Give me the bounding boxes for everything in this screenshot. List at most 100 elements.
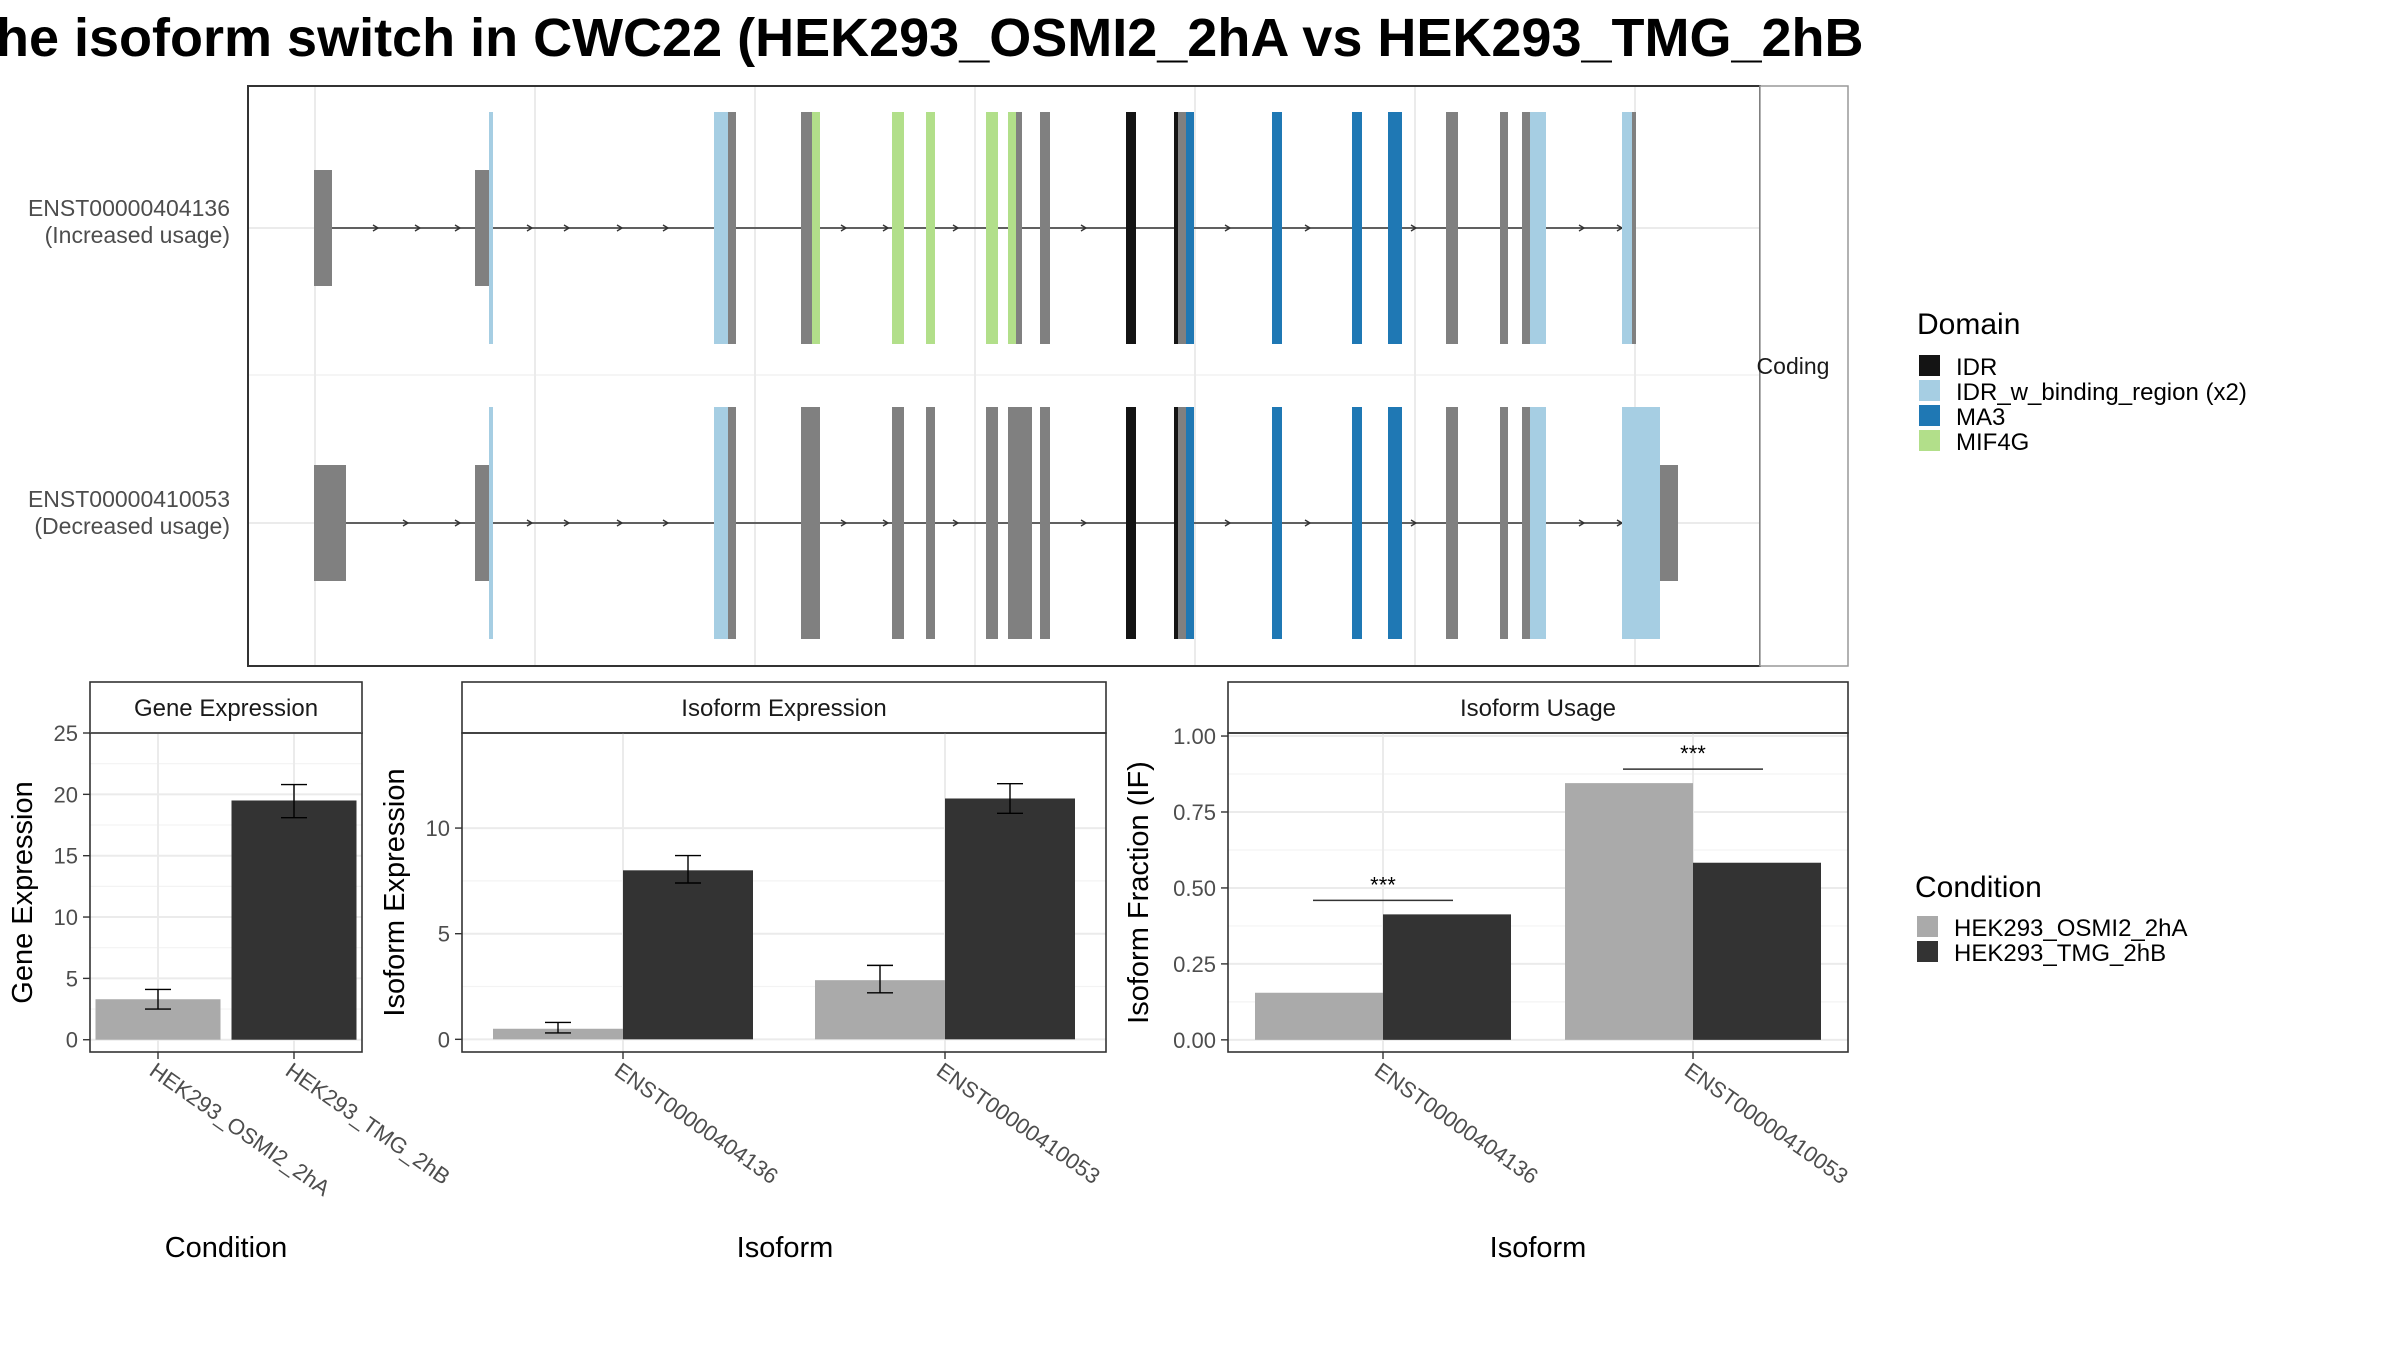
y-tick-label: 15	[54, 844, 78, 869]
exon	[1016, 112, 1022, 344]
x-tick-label: ENST00000404136	[610, 1058, 783, 1189]
intron-arrow	[1304, 519, 1312, 527]
legend-key-ma3	[1919, 405, 1940, 426]
intron-arrow	[414, 224, 422, 232]
intron-arrow	[952, 519, 960, 527]
utr-exon	[475, 465, 489, 581]
intron-arrow	[454, 224, 462, 232]
condition-legend-title: Condition	[1915, 871, 2042, 904]
intron-arrow	[616, 519, 624, 527]
exon	[714, 407, 728, 639]
utr-exon	[1660, 465, 1678, 581]
x-axis-title: Condition	[165, 1232, 288, 1264]
exon	[1352, 407, 1362, 639]
exon	[801, 112, 812, 344]
legend-key-osmi2	[1917, 916, 1938, 937]
intron-arrow	[840, 224, 848, 232]
exon	[1186, 112, 1194, 344]
y-tick-label: 25	[54, 721, 78, 746]
exon	[728, 112, 736, 344]
intron-arrow	[882, 224, 890, 232]
exon	[1388, 407, 1402, 639]
chart-panel-border	[461, 732, 1107, 1053]
bar	[623, 870, 753, 1040]
utr-exon	[314, 170, 332, 286]
chart-2: Isoform Usage *** *** 0.00 0.25 0.50 0.75 1.00 E…	[1123, 681, 1853, 1264]
intron-arrow	[1224, 519, 1232, 527]
legend-key-mif4g	[1919, 430, 1940, 451]
domain-legend-title: Domain	[1917, 308, 2020, 341]
bar	[1565, 783, 1693, 1040]
bar	[493, 1028, 623, 1040]
bar	[1693, 862, 1821, 1040]
bar	[1255, 992, 1383, 1040]
chart-panel-border	[1227, 732, 1849, 1053]
x-tick-label: ENST00000410053	[932, 1058, 1105, 1189]
exon	[1008, 112, 1016, 344]
significance-label: ***	[1370, 872, 1396, 897]
transcript-usage-1: (Increased usage)	[45, 222, 230, 248]
bar	[945, 798, 1075, 1040]
legend-label-idr-binding: IDR_w_binding_region (x2)	[1956, 379, 2247, 406]
significance-label: ***	[1680, 741, 1706, 766]
x-tick-label: ENST00000410053	[1680, 1058, 1853, 1189]
exon	[1178, 407, 1186, 639]
intron-arrow	[1578, 519, 1586, 527]
exon	[801, 407, 820, 639]
exon	[1500, 112, 1508, 344]
bar	[231, 800, 357, 1040]
intron-arrow	[372, 224, 380, 232]
y-axis-title: Gene Expression	[7, 781, 39, 1003]
chart-strip	[461, 681, 1107, 734]
chart-strip-title: Isoform Usage	[1460, 695, 1616, 722]
exon	[1126, 407, 1136, 639]
condition-legend: Condition HEK293_OSMI2_2hA HEK293_TMG_2h…	[1915, 871, 2187, 967]
intron-arrow	[662, 519, 670, 527]
legend-label-ma3: MA3	[1956, 404, 2005, 431]
transcript-label-2: ENST00000410053	[28, 486, 230, 512]
transcript-label-1: ENST00000404136	[28, 195, 230, 221]
exon	[1446, 112, 1458, 344]
legend-label-tmg: HEK293_TMG_2hB	[1954, 940, 2166, 967]
intron-arrow	[662, 224, 670, 232]
intron-arrow	[1578, 224, 1586, 232]
transcript-structure-panel	[247, 85, 1849, 667]
exon	[1272, 407, 1282, 639]
intron-arrow	[1410, 224, 1418, 232]
intron-arrow	[1410, 519, 1418, 527]
x-axis-title: Isoform	[1490, 1232, 1587, 1264]
legend-key-tmg	[1917, 941, 1938, 962]
intron-arrow	[526, 224, 534, 232]
y-tick-label: 0.50	[1173, 876, 1216, 901]
chart-strip-title: Isoform Expression	[681, 695, 886, 722]
y-axis-title: Isoform Fraction (IF)	[1123, 761, 1155, 1024]
y-tick-label: 10	[54, 905, 78, 930]
exon	[812, 112, 820, 344]
exon	[1174, 407, 1178, 639]
exon	[1040, 407, 1050, 639]
chart-1: Isoform Expression 0 5 10 ENST00000404136 ENS…	[379, 681, 1107, 1264]
y-tick-label: 10	[426, 816, 450, 841]
exon	[1446, 407, 1458, 639]
y-axis-title: Isoform Expression	[379, 768, 411, 1016]
utr-exon	[475, 170, 489, 286]
intron-arrow	[1224, 224, 1232, 232]
intron-arrow	[402, 519, 410, 527]
y-tick-label: 1.00	[1173, 724, 1216, 749]
exon	[1388, 112, 1402, 344]
legend-key-idr	[1919, 355, 1940, 376]
intron-arrow	[454, 519, 462, 527]
exon	[1522, 407, 1530, 639]
exon	[1530, 112, 1546, 344]
y-tick-label: 20	[54, 782, 78, 807]
chart-strip-title: Gene Expression	[134, 695, 318, 722]
exon	[489, 112, 493, 344]
domain-legend: Domain IDR IDR_w_binding_region (x2) MA3…	[1917, 308, 2247, 456]
exon	[1174, 112, 1178, 344]
y-tick-label: 5	[66, 966, 78, 991]
intron-arrow	[1080, 519, 1088, 527]
exon	[728, 407, 736, 639]
exon	[892, 112, 904, 344]
exon	[1632, 112, 1636, 344]
